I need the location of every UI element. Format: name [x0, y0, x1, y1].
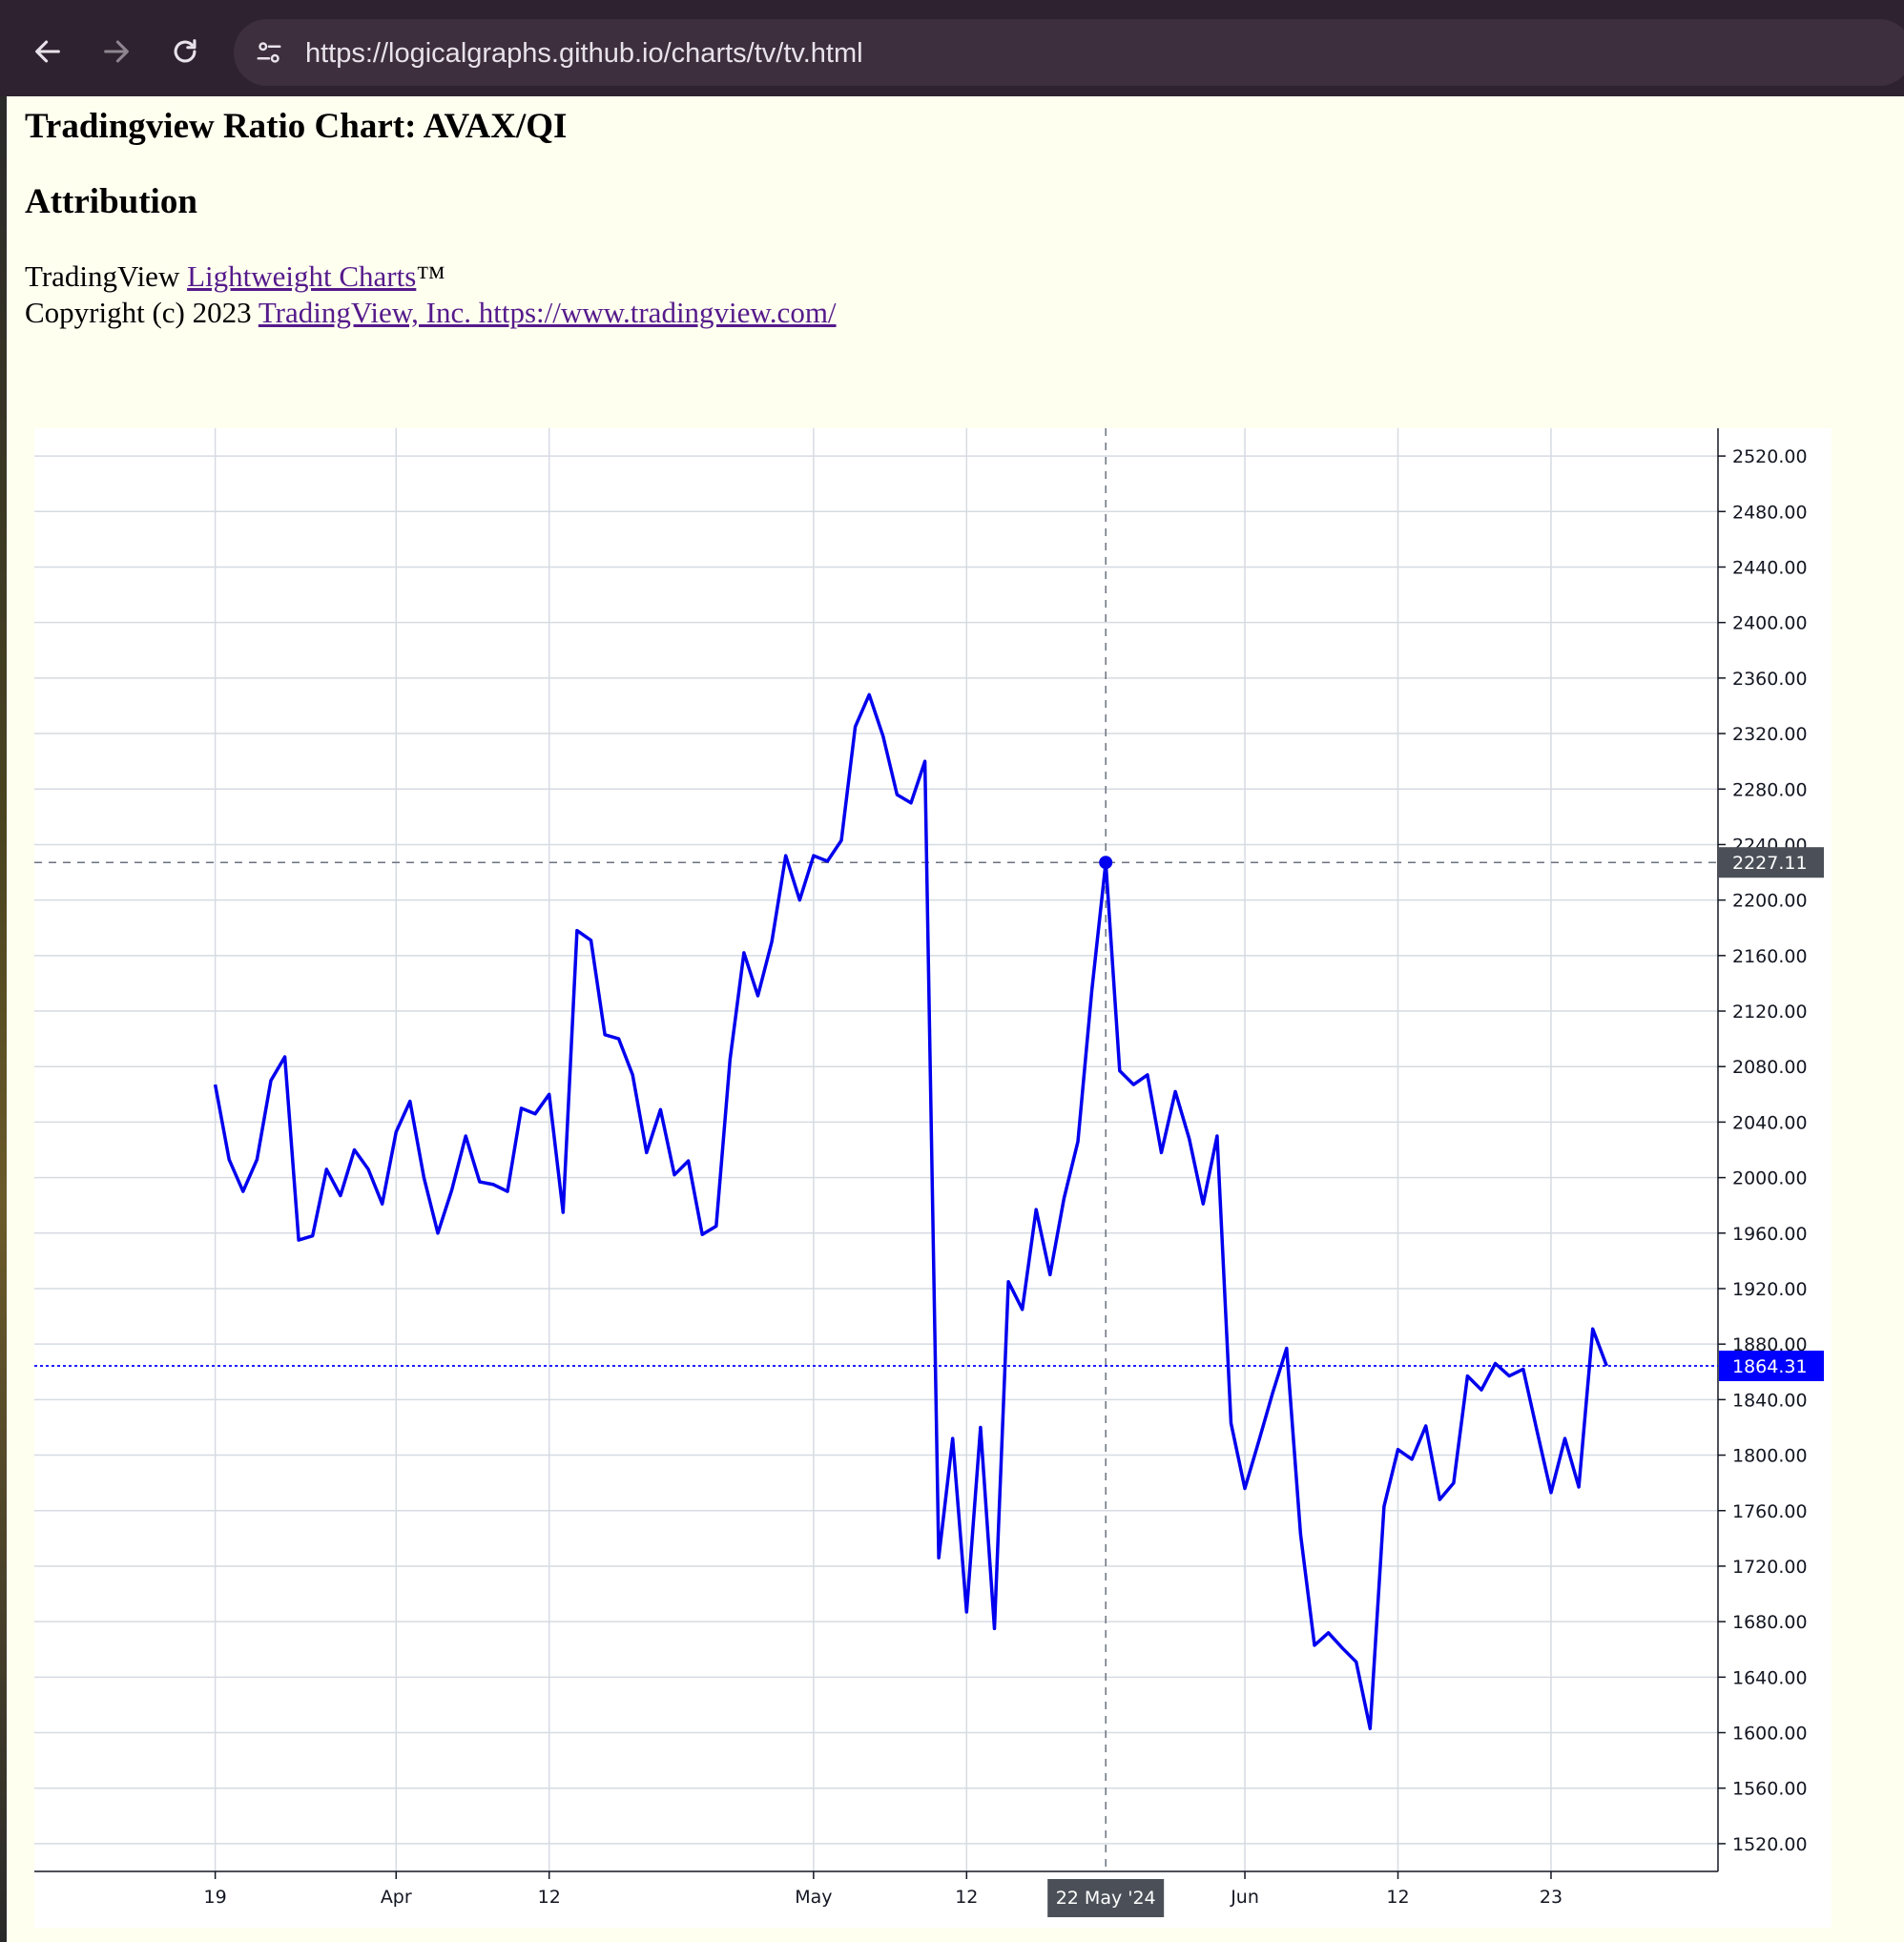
- page-content: Tradingview Ratio Chart: AVAX/QI Attribu…: [7, 96, 1904, 1942]
- copyright-prefix: Copyright (c) 2023: [25, 296, 259, 329]
- page-title: Tradingview Ratio Chart: AVAX/QI: [25, 107, 568, 146]
- y-tick-label: 1680.00: [1732, 1612, 1808, 1633]
- y-tick-label: 1760.00: [1732, 1501, 1808, 1522]
- y-tick-label: 1880.00: [1732, 1334, 1808, 1355]
- tradingview-link[interactable]: TradingView, Inc. https://www.tradingvie…: [258, 296, 837, 329]
- reload-icon: [174, 39, 197, 63]
- browser-toolbar: https://logicalgraphs.github.io/charts/t…: [0, 0, 1904, 96]
- crosshair-value-label-bg: [1719, 847, 1824, 878]
- last-value-label-bg: [1719, 1350, 1824, 1381]
- crosshair: [34, 428, 1718, 1871]
- attribution-line-2: Copyright (c) 2023 TradingView, Inc. htt…: [25, 295, 837, 331]
- x-tick-label: Jun: [1230, 1887, 1259, 1908]
- series-layer: [213, 692, 1608, 1730]
- y-tick-label: 1800.00: [1732, 1446, 1808, 1467]
- tune-icon: [257, 42, 281, 63]
- y-tick-label: 1920.00: [1732, 1279, 1808, 1300]
- arrow-left-icon: [35, 40, 60, 63]
- y-tick-label: 2520.00: [1732, 446, 1808, 467]
- trademark-symbol: ™: [416, 259, 445, 293]
- y-tick-label: 2000.00: [1732, 1168, 1808, 1189]
- y-tick-label: 2080.00: [1732, 1057, 1808, 1078]
- reload-button[interactable]: [162, 29, 208, 74]
- x-tick-label: 12: [955, 1887, 978, 1908]
- x-tick-label: 23: [1540, 1887, 1563, 1908]
- y-tick-label: 2400.00: [1732, 613, 1808, 634]
- chart-grid: [34, 428, 1718, 1871]
- last-value-label: 1864.31: [1732, 1356, 1808, 1377]
- y-tick-label: 2360.00: [1732, 669, 1808, 690]
- forward-button[interactable]: [93, 29, 139, 74]
- y-tick-label: 2200.00: [1732, 891, 1808, 912]
- x-tick-label: May: [795, 1887, 832, 1908]
- x-tick-label: 19: [204, 1887, 227, 1908]
- ratio-chart[interactable]: 1520.00 1560.00 1600.00 1640.00 1680.00 1720.…: [7, 96, 1904, 1942]
- axis-labels: 1520.00 1560.00 1600.00 1640.00 1680.00 1720.…: [204, 446, 1824, 1917]
- attribution-heading: Attribution: [25, 182, 197, 221]
- y-tick-label: 2440.00: [1732, 557, 1808, 578]
- attribution-prefix: TradingView: [25, 259, 188, 293]
- y-tick-label: 1520.00: [1732, 1834, 1808, 1855]
- y-tick-label: 1600.00: [1732, 1724, 1808, 1745]
- attribution-line-1: TradingView Lightweight Charts™: [25, 258, 837, 295]
- site-info-button[interactable]: [252, 35, 286, 70]
- y-tick-label: 2280.00: [1732, 779, 1808, 800]
- attribution-text: TradingView Lightweight Charts™ Copyrigh…: [25, 258, 837, 331]
- y-tick-label: 1720.00: [1732, 1557, 1808, 1578]
- chart-axes: [34, 428, 1726, 1879]
- y-tick-label: 2160.00: [1732, 946, 1808, 967]
- y-tick-label: 1840.00: [1732, 1390, 1808, 1411]
- series-line: [213, 692, 1608, 1730]
- crosshair-date-label-bg: [1047, 1879, 1165, 1917]
- y-tick-label: 2120.00: [1732, 1002, 1808, 1023]
- x-tick-label: 12: [1386, 1887, 1409, 1908]
- y-tick-label: 1960.00: [1732, 1224, 1808, 1245]
- y-tick-label: 2040.00: [1732, 1112, 1808, 1133]
- crosshair-value-label: 2227.11: [1732, 853, 1808, 874]
- y-tick-label: 2320.00: [1732, 724, 1808, 745]
- y-tick-label: 2480.00: [1732, 502, 1808, 523]
- x-tick-label: 12: [538, 1887, 561, 1908]
- y-tick-label: 1640.00: [1732, 1667, 1808, 1688]
- y-tick-label: 1560.00: [1732, 1779, 1808, 1800]
- desktop-edge: [0, 96, 7, 1942]
- crosshair-date-label: 22 May '24: [1056, 1888, 1156, 1909]
- arrow-right-icon: [104, 40, 129, 63]
- back-button[interactable]: [25, 29, 71, 74]
- x-tick-label: Apr: [381, 1887, 412, 1908]
- crosshair-marker: [1099, 856, 1113, 870]
- url-text[interactable]: https://logicalgraphs.github.io/charts/t…: [305, 38, 863, 69]
- address-bar[interactable]: [234, 19, 1904, 86]
- lightweight-charts-link[interactable]: Lightweight Charts: [187, 259, 417, 293]
